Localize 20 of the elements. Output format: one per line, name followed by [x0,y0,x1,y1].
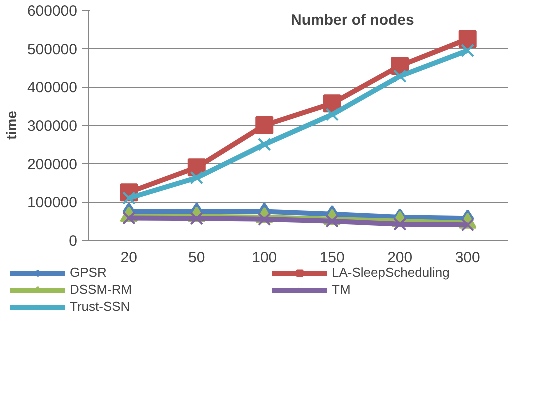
legend-label: TM [332,282,352,297]
y-tick-label: 600000 [27,3,78,20]
x-tick-label: 100 [252,250,278,266]
x-tick-label: 300 [455,250,480,266]
y-tick-label: 500000 [27,41,78,58]
legend-label: DSSM-RM [70,282,134,297]
x-axis-title: Number of nodes [291,12,414,29]
x-tick-label: 20 [120,250,138,266]
y-tick-label: 200000 [27,156,78,174]
y-tick-label: 300000 [27,118,78,135]
x-tick-label: 50 [188,250,206,266]
x-tick-label: 200 [388,250,413,266]
y-tick-label: 0 [69,233,78,250]
legend-label: LA-SleepScheduling [332,265,451,280]
legend-label: Trust-SSN [70,299,132,314]
y-tick-label: 400000 [27,80,78,97]
x-tick-label: 150 [320,250,345,266]
y-axis-title: time [3,110,20,140]
legend-label: GPSR [70,265,108,280]
y-tick-label: 100000 [27,194,78,212]
